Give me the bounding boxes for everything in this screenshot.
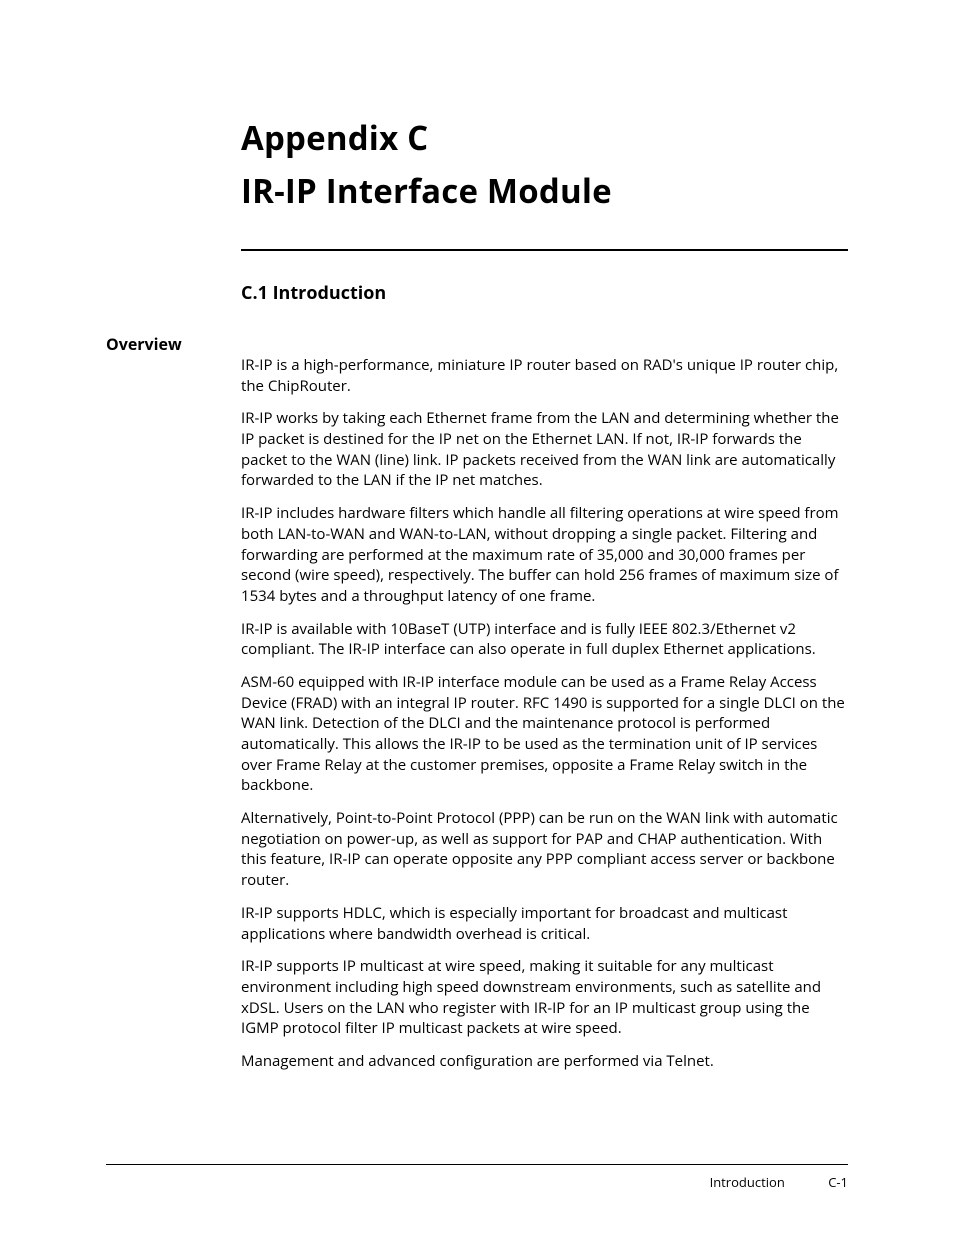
side-label-overview: Overview [106,333,848,355]
paragraph: IR-IP includes hardware filters which ha… [241,503,848,606]
paragraph: ASM-60 equipped with IR-IP interface mod… [241,672,848,796]
footer-rule [106,1164,848,1165]
page-footer: Introduction C-1 [106,1164,848,1191]
body-text: IR-IP is a high-performance, miniature I… [241,355,848,1072]
title-rule [241,249,848,251]
title-block: Appendix C IR-IP Interface Module [241,115,848,213]
module-title: IR-IP Interface Module [241,168,848,213]
paragraph: IR-IP is available with 10BaseT (UTP) in… [241,619,848,660]
paragraph: IR-IP works by taking each Ethernet fram… [241,408,848,491]
paragraph: IR-IP supports IP multicast at wire spee… [241,956,848,1039]
appendix-label: Appendix C [241,115,848,160]
paragraph: Alternatively, Point-to-Point Protocol (… [241,808,848,891]
document-page: Appendix C IR-IP Interface Module C.1 In… [0,0,954,1235]
footer-text: Introduction C-1 [106,1173,848,1191]
paragraph: Management and advanced configuration ar… [241,1051,848,1072]
section-heading: C.1 Introduction [241,281,848,305]
paragraph: IR-IP supports HDLC, which is especially… [241,903,848,944]
footer-page-number: C-1 [828,1173,848,1191]
footer-section-title: Introduction [710,1173,785,1191]
paragraph: IR-IP is a high-performance, miniature I… [241,355,848,396]
